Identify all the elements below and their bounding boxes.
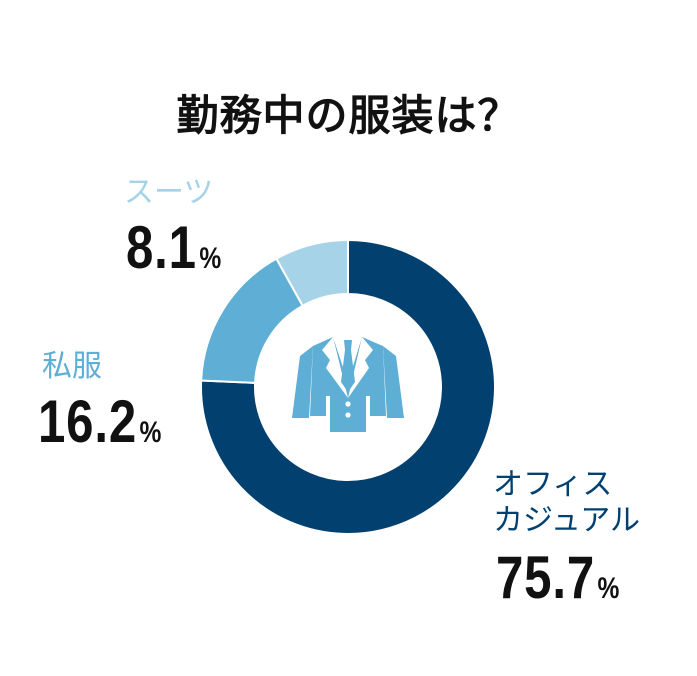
necktie (341, 340, 355, 392)
slice-label-line: オフィス (493, 467, 613, 502)
jacket-left-lapel (322, 337, 348, 398)
slice-suit (275, 238, 349, 308)
slice-value-office-casual: 75.7% (496, 548, 619, 608)
jacket-right-sleeve (383, 346, 404, 418)
jacket-left-sleeve (292, 346, 313, 418)
data-label: 8.1 (126, 214, 197, 281)
percent-unit: % (139, 416, 162, 449)
slice-value-casual-wear: 16.2% (38, 392, 161, 452)
slice-label-line: カジュアル (493, 503, 640, 538)
slice-label-line: 私服 (42, 349, 102, 384)
slice-label-suit: スーツ (124, 178, 213, 208)
suit-jacket-icon (292, 333, 404, 432)
slice-label-casual-wear: 私服 (42, 352, 102, 382)
jacket-button (345, 412, 351, 418)
percent-unit: % (199, 242, 222, 275)
data-label: 16.2 (38, 388, 138, 455)
slice-label-office-casual: オフィス カジュアル (493, 470, 640, 536)
chart-title: 勤務中の服装は？ (176, 91, 521, 140)
data-label: 75.7 (496, 544, 596, 611)
slice-label-line: スーツ (124, 175, 214, 210)
slice-office-casual (200, 238, 496, 535)
slice-value-suit: 8.1% (126, 218, 221, 278)
jacket-button (345, 401, 351, 407)
percent-unit: % (597, 572, 620, 605)
